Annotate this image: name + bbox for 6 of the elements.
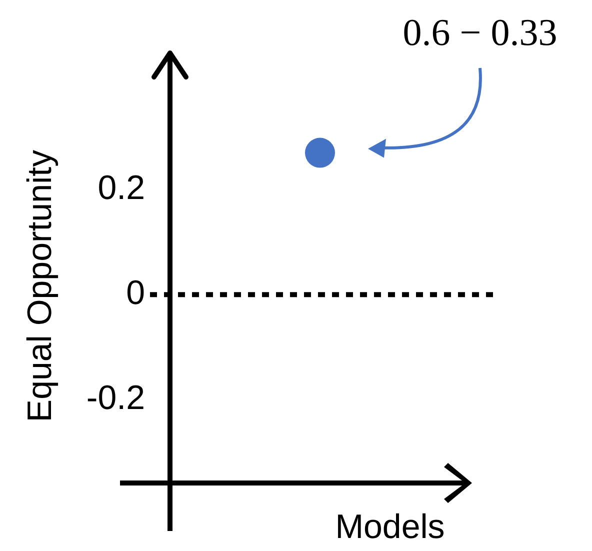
annotation: 0.6 − 0.33 <box>402 12 558 54</box>
y-tick-label: 0 <box>126 274 145 312</box>
y-tick-label: -0.2 <box>86 379 145 418</box>
y-axis-title: Equal Opportunity <box>21 150 59 422</box>
y-tick-label: 0.2 <box>98 169 145 208</box>
x-axis-title: Models <box>335 508 445 546</box>
